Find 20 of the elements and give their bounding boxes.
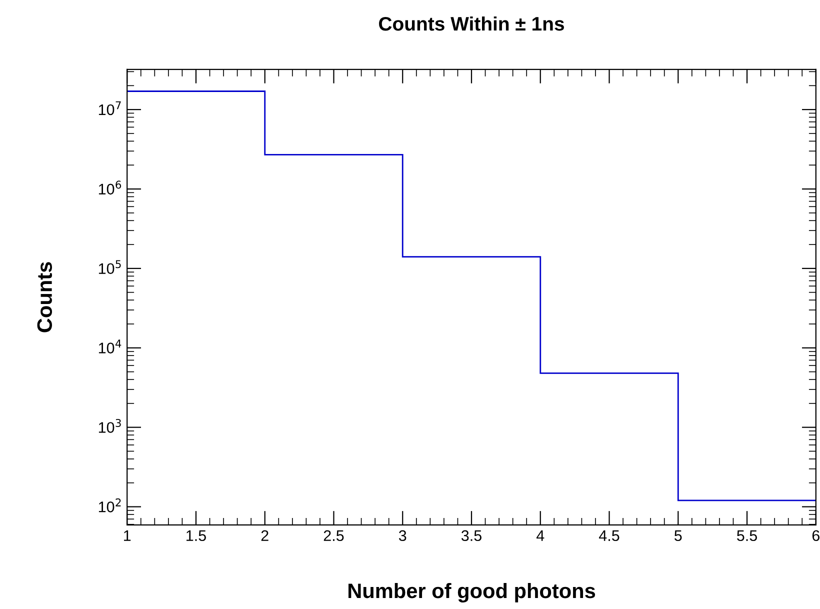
x-tick-label: 2 <box>261 530 268 541</box>
x-axis-title: Number of good photons <box>348 582 596 602</box>
y-tick-label: 10$^{2}$ <box>98 498 121 512</box>
chart-title: Counts Within ± 1ns <box>379 16 564 31</box>
x-tick-label: 1.5 <box>186 530 206 542</box>
x-tick-label: 4 <box>536 530 544 541</box>
x-tick-label: 5 <box>674 530 682 542</box>
x-tick-label: 2.5 <box>324 530 344 542</box>
y-tick-label: 10$^{6}$ <box>98 180 122 195</box>
y-tick-label: 10$^{4}$ <box>98 340 122 354</box>
y-axis-title: Counts <box>37 262 52 332</box>
x-tick-label: 1 <box>124 530 131 541</box>
y-tick-label: 10$^{3}$ <box>98 418 121 433</box>
x-tick-label: 6 <box>812 530 820 542</box>
x-tick-label: 3.5 <box>461 530 482 542</box>
y-tick-label: 10$^{7}$ <box>98 101 121 116</box>
x-tick-label: 3 <box>398 530 406 542</box>
x-tick-label: 4.5 <box>598 530 620 542</box>
y-tick-label: 10$^{5}$ <box>98 260 121 274</box>
x-tick-label: 5.5 <box>737 530 757 542</box>
